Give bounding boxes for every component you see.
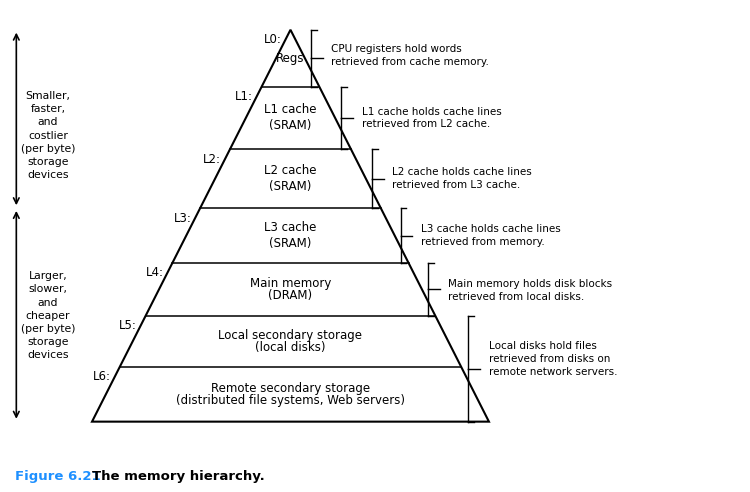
Text: L1 cache holds cache lines
retrieved from L2 cache.: L1 cache holds cache lines retrieved fro… — [362, 107, 501, 129]
Text: Main memory: Main memory — [250, 277, 332, 290]
Polygon shape — [92, 30, 489, 422]
Text: Larger,
slower,
and
cheaper
(per byte)
storage
devices: Larger, slower, and cheaper (per byte) s… — [21, 271, 75, 361]
Text: The memory hierarchy.: The memory hierarchy. — [92, 470, 265, 483]
Text: L0:: L0: — [264, 33, 282, 46]
Text: (local disks): (local disks) — [255, 341, 326, 354]
Text: L2 cache holds cache lines
retrieved from L3 cache.: L2 cache holds cache lines retrieved fro… — [392, 167, 532, 190]
Text: Main memory holds disk blocks
retrieved from local disks.: Main memory holds disk blocks retrieved … — [448, 279, 613, 302]
Text: L2 cache: L2 cache — [264, 164, 316, 177]
Text: Regs: Regs — [276, 52, 304, 64]
Text: (SRAM): (SRAM) — [269, 180, 312, 193]
Text: L6:: L6: — [93, 370, 111, 383]
Text: (SRAM): (SRAM) — [269, 237, 312, 250]
Text: CPU registers hold words
retrieved from cache memory.: CPU registers hold words retrieved from … — [332, 44, 489, 66]
Text: Local disks hold files
retrieved from disks on
remote network servers.: Local disks hold files retrieved from di… — [488, 341, 617, 377]
Text: Local secondary storage: Local secondary storage — [218, 329, 362, 341]
Text: L3 cache holds cache lines
retrieved from memory.: L3 cache holds cache lines retrieved fro… — [421, 224, 561, 247]
Text: (DRAM): (DRAM) — [268, 289, 313, 302]
Text: L3:: L3: — [173, 212, 191, 225]
Text: (distributed file systems, Web servers): (distributed file systems, Web servers) — [176, 394, 405, 407]
Text: L2:: L2: — [203, 153, 221, 166]
Text: Figure 6.21: Figure 6.21 — [15, 470, 100, 483]
Text: Smaller,
faster,
and
costlier
(per byte)
storage
devices: Smaller, faster, and costlier (per byte)… — [21, 91, 75, 180]
Text: L1 cache: L1 cache — [264, 103, 316, 117]
Text: L5:: L5: — [119, 319, 136, 333]
Text: (SRAM): (SRAM) — [269, 120, 312, 132]
Text: L4:: L4: — [146, 267, 164, 279]
Text: L1:: L1: — [235, 90, 253, 103]
Text: L3 cache: L3 cache — [264, 221, 316, 234]
Text: Remote secondary storage: Remote secondary storage — [211, 381, 370, 395]
